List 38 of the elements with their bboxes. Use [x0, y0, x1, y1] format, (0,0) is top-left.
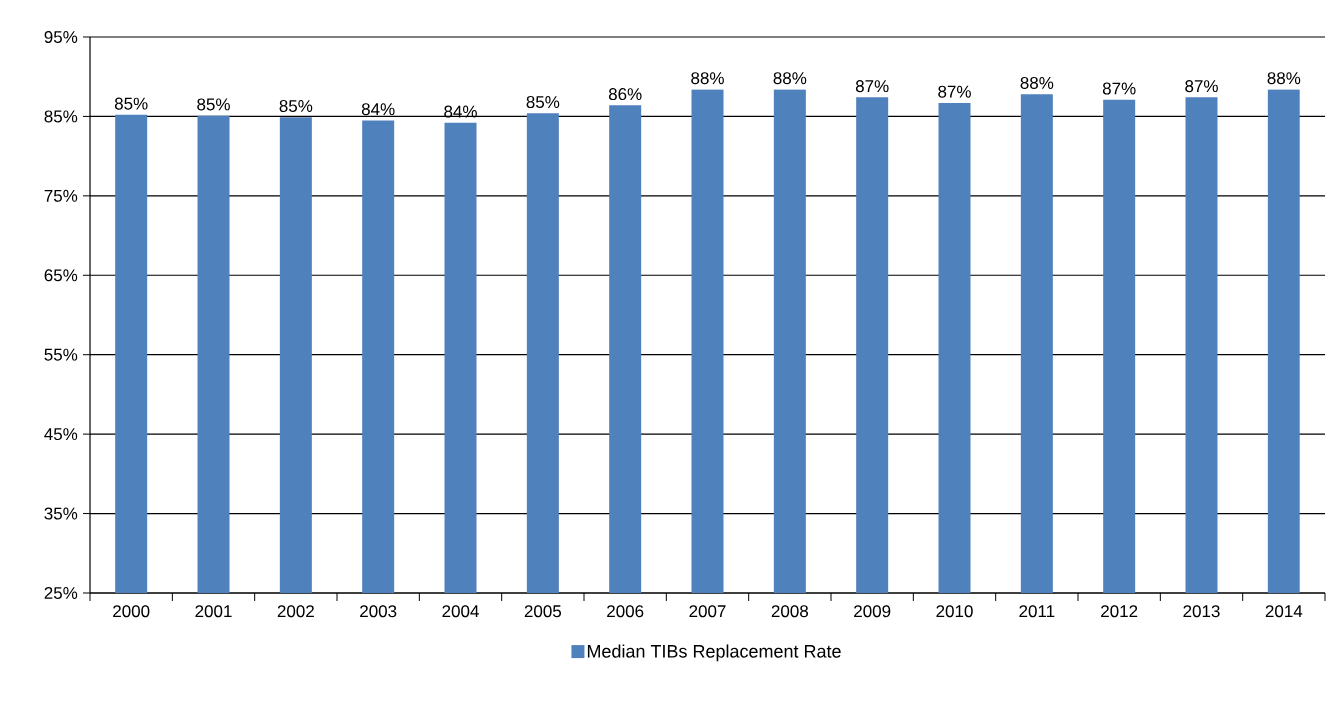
- data-label: 88%: [1267, 72, 1301, 85]
- x-tick-label: 2013: [1183, 605, 1220, 618]
- data-label: 85%: [279, 99, 313, 113]
- legend-label: Median TIBs Replacement Rate: [587, 644, 841, 662]
- data-label: 85%: [197, 98, 230, 111]
- data-label: 87%: [938, 85, 971, 98]
- y-tick-label: 25%: [44, 586, 78, 600]
- data-label: 87%: [1185, 80, 1218, 93]
- x-tick-label: 2005: [524, 605, 562, 618]
- y-tick-label: 85%: [44, 110, 78, 123]
- x-tick-label: 2006: [607, 605, 644, 618]
- x-tick-label: 2011: [1019, 605, 1055, 618]
- x-tick-label: 2010: [936, 605, 973, 618]
- data-label: 85%: [114, 97, 148, 110]
- y-tick-label: 95%: [44, 30, 78, 44]
- x-tick-label: 2002: [277, 605, 314, 618]
- x-tick-label: 2000: [113, 605, 150, 618]
- data-label: 86%: [608, 88, 642, 101]
- data-label: 87%: [855, 80, 889, 93]
- data-label: 84%: [361, 103, 395, 116]
- x-tick-label: 2009: [854, 605, 891, 618]
- data-label: 88%: [1020, 76, 1054, 89]
- x-tick-label: 2001: [195, 605, 232, 618]
- y-tick-label: 65%: [44, 269, 78, 282]
- x-tick-label: 2004: [442, 605, 479, 618]
- x-tick-label: 2014: [1265, 605, 1303, 618]
- y-tick-label: 45%: [44, 428, 78, 441]
- y-tick-label: 35%: [44, 507, 78, 520]
- y-tick-label: 75%: [44, 189, 78, 202]
- data-label: 88%: [773, 72, 807, 85]
- data-label: 88%: [691, 72, 724, 85]
- y-tick-label: 55%: [44, 348, 78, 361]
- data-label: 87%: [1102, 82, 1136, 95]
- x-tick-label: 2003: [360, 605, 397, 618]
- x-tick-label: 2008: [771, 605, 809, 618]
- x-tick-label: 2012: [1101, 605, 1138, 618]
- x-tick-label: 2007: [689, 605, 726, 618]
- data-label: 85%: [526, 96, 560, 109]
